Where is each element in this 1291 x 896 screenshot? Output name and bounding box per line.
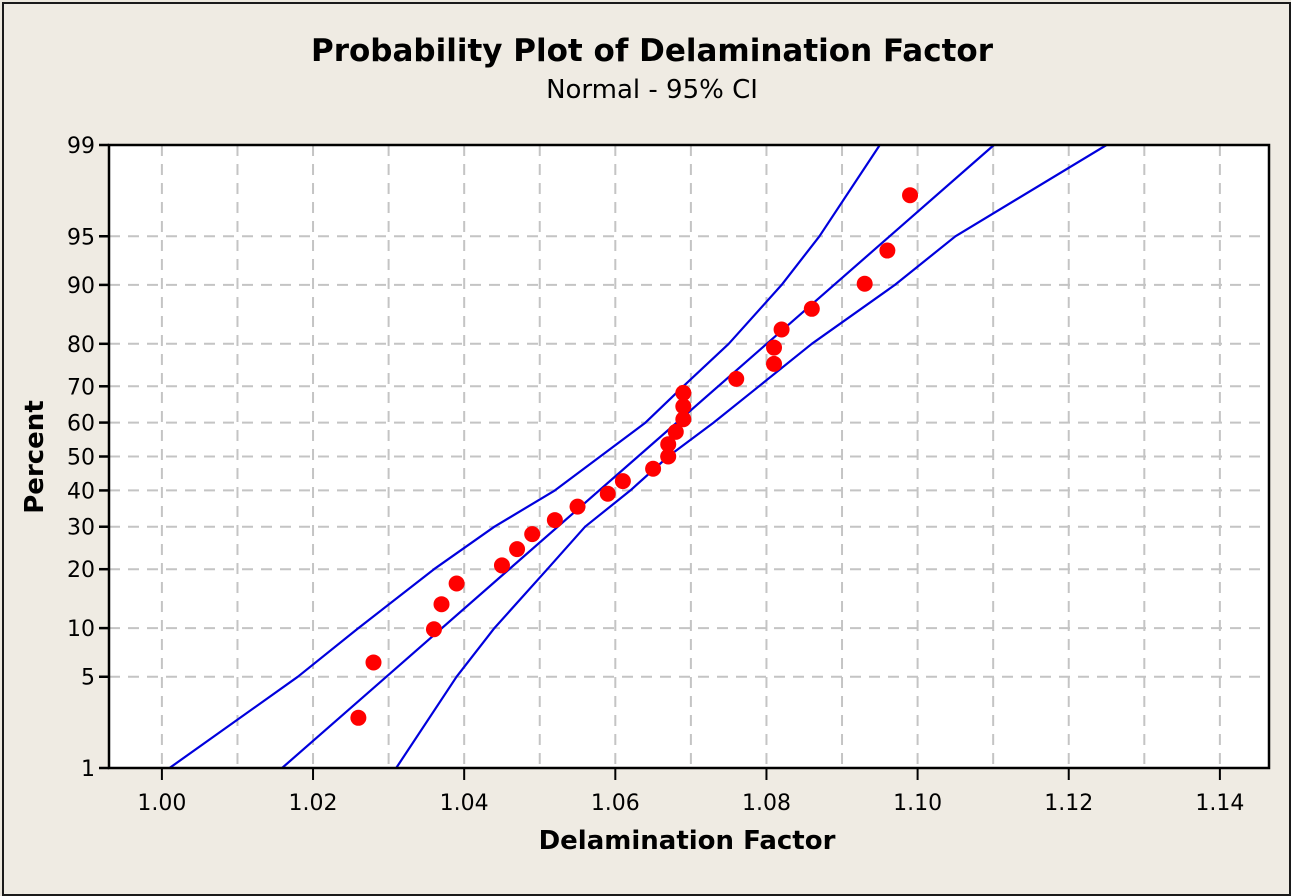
data-point: [773, 321, 790, 338]
y-tick-label: 30: [67, 516, 95, 541]
data-point: [599, 485, 616, 502]
y-tick-label: 5: [81, 666, 95, 691]
y-tick-label: 95: [67, 225, 95, 250]
data-point: [660, 448, 677, 465]
y-tick-label: 50: [67, 446, 95, 471]
y-tick-label: 40: [67, 479, 95, 504]
x-tick-label: 1.08: [742, 791, 791, 816]
chart-subtitle: Normal - 95% CI: [546, 75, 758, 105]
y-axis-ticks: 1 5 10 20 30 40 50 60 70 80 90 95 99: [67, 134, 109, 782]
data-point: [645, 460, 662, 477]
data-point: [675, 398, 692, 415]
x-tick-label: 1.10: [893, 791, 942, 816]
data-point: [728, 370, 745, 387]
y-tick-label: 1: [81, 757, 95, 782]
data-point: [493, 557, 510, 574]
data-point: [614, 473, 631, 490]
data-point: [509, 541, 526, 558]
x-tick-label: 1.06: [591, 791, 640, 816]
y-tick-label: 70: [67, 375, 95, 400]
data-point: [448, 575, 465, 592]
data-point: [667, 423, 684, 440]
data-point: [879, 242, 896, 259]
data-point: [660, 436, 677, 453]
data-point: [365, 654, 382, 671]
fit-line-group: [281, 144, 995, 769]
x-tick-label: 1.00: [137, 791, 186, 816]
data-point: [569, 498, 586, 515]
x-tick-label: 1.04: [440, 791, 489, 816]
chart-title: Probability Plot of Delamination Factor: [311, 33, 994, 69]
y-tick-label: 80: [67, 333, 95, 358]
y-tick-label: 90: [67, 274, 95, 299]
data-point: [524, 526, 541, 543]
y-axis-label: Percent: [20, 400, 50, 514]
x-tick-label: 1.12: [1044, 791, 1093, 816]
x-axis-label: Delamination Factor: [539, 826, 836, 856]
y-tick-label: 20: [67, 558, 95, 583]
data-point: [856, 275, 873, 292]
lower-95-ci-line: [168, 145, 881, 768]
x-tick-label: 1.14: [1195, 791, 1244, 816]
data-point: [433, 596, 450, 613]
data-point: [675, 384, 692, 401]
data-point: [546, 512, 563, 529]
x-axis-ticks: 1.00 1.02 1.04 1.06 1.08 1.10 1.12 1.14: [137, 768, 1244, 816]
data-point: [350, 709, 367, 726]
data-point: [766, 339, 783, 356]
data-points: [350, 187, 919, 726]
grid: [109, 145, 1269, 768]
y-tick-label: 60: [67, 412, 95, 437]
data-point: [675, 411, 692, 428]
data-point: [803, 300, 820, 317]
data-point: [425, 621, 442, 638]
fit-line: [281, 144, 995, 769]
x-tick-label: 1.02: [289, 791, 338, 816]
y-tick-label: 10: [67, 617, 95, 642]
y-tick-label: 99: [67, 134, 95, 159]
data-point: [766, 355, 783, 372]
data-point: [902, 187, 919, 204]
